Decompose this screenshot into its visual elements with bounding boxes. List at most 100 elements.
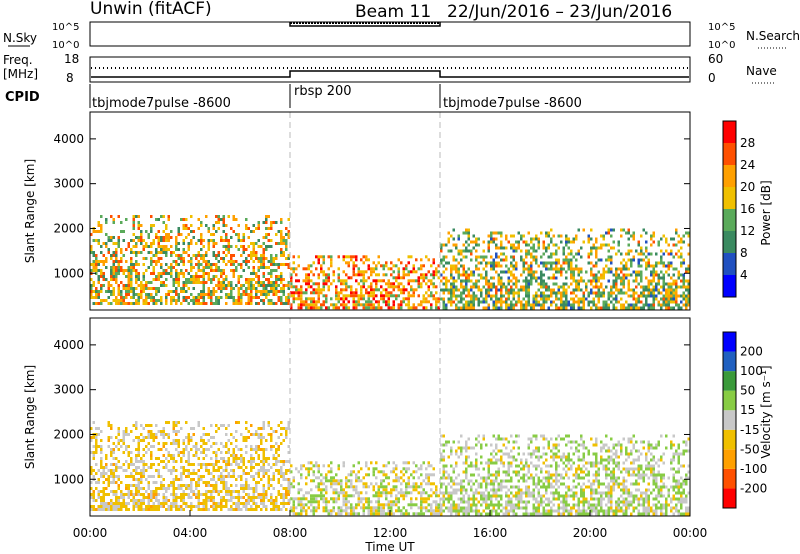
echo-cell — [382, 470, 385, 474]
echo-cell — [172, 466, 175, 469]
echo-cell — [100, 457, 103, 460]
echo-cell — [365, 306, 368, 310]
echo-cell — [470, 288, 473, 292]
echo-cell — [275, 430, 278, 433]
echo-cell — [545, 261, 548, 265]
echo-cell — [372, 303, 375, 307]
echo-cell — [680, 279, 683, 283]
echo-cell — [220, 287, 223, 290]
echo-cell — [525, 303, 528, 307]
echo-cell — [450, 506, 453, 510]
echo-cell — [667, 261, 670, 265]
echo-cell — [452, 237, 455, 241]
echo-cell — [255, 281, 258, 284]
echo-cell — [327, 279, 330, 283]
echo-cell — [227, 281, 230, 284]
echo-cell — [347, 294, 350, 298]
echo-cell — [345, 476, 348, 480]
echo-cell — [145, 478, 148, 481]
echo-cell — [455, 509, 458, 513]
echo-cell — [522, 240, 525, 244]
echo-cell — [415, 279, 418, 283]
echo-cell — [110, 502, 113, 505]
echo-cell — [95, 439, 98, 442]
echo-cell — [152, 475, 155, 478]
echo-cell — [440, 476, 443, 480]
echo-cell — [307, 461, 310, 465]
echo-cell — [590, 228, 593, 232]
echo-cell — [252, 493, 255, 496]
echo-cell — [180, 466, 183, 469]
echo-cell — [405, 264, 408, 268]
echo-cell — [285, 433, 288, 436]
echo-cell — [490, 240, 493, 244]
echo-cell — [295, 506, 298, 510]
echo-cell — [157, 260, 160, 263]
echo-cell — [627, 267, 630, 271]
echo-cell — [485, 288, 488, 292]
echo-cell — [202, 287, 205, 290]
echo-cell — [250, 466, 253, 469]
echo-cell — [257, 445, 260, 448]
echo-cell — [455, 464, 458, 468]
echo-cell — [462, 273, 465, 277]
echo-cell — [157, 487, 160, 490]
echo-cell — [225, 445, 228, 448]
echo-cell — [250, 284, 253, 287]
echo-cell — [237, 263, 240, 266]
echo-cell — [285, 233, 288, 236]
echo-cell — [557, 234, 560, 238]
echo-cell — [135, 502, 138, 505]
echo-cell — [277, 230, 280, 233]
echo-cell — [192, 463, 195, 466]
echo-cell — [412, 503, 415, 507]
echo-cell — [230, 227, 233, 230]
echo-cell — [652, 273, 655, 277]
echo-cell — [452, 503, 455, 507]
echo-cell — [682, 258, 685, 262]
echo-cell — [490, 261, 493, 265]
echo-cell — [370, 509, 373, 513]
echo-cell — [365, 300, 368, 304]
echo-cell — [607, 243, 610, 247]
echo-cell — [132, 293, 135, 296]
echo-cell — [582, 294, 585, 298]
echo-cell — [195, 445, 198, 448]
echo-cell — [477, 237, 480, 241]
echo-cell — [132, 251, 135, 254]
echo-cell — [95, 254, 98, 257]
echo-cell — [150, 475, 153, 478]
echo-cell — [212, 245, 215, 248]
echo-cell — [277, 505, 280, 508]
echo-cell — [197, 296, 200, 299]
echo-cell — [477, 500, 480, 504]
echo-cell — [137, 499, 140, 502]
echo-cell — [250, 475, 253, 478]
echo-cell — [525, 294, 528, 298]
echo-cell — [365, 500, 368, 504]
echo-cell — [202, 451, 205, 454]
echo-cell — [200, 296, 203, 299]
echo-cell — [572, 303, 575, 307]
echo-cell — [462, 255, 465, 259]
echo-cell — [497, 482, 500, 486]
echo-cell — [457, 270, 460, 274]
echo-cell — [115, 266, 118, 269]
echo-cell — [642, 306, 645, 310]
echo-cell — [235, 233, 238, 236]
echo-cell — [200, 239, 203, 242]
echo-cell — [267, 293, 270, 296]
echo-cell — [400, 494, 403, 498]
echo-cell — [172, 424, 175, 427]
echo-cell — [625, 291, 628, 295]
echo-cell — [132, 287, 135, 290]
echo-cell — [110, 293, 113, 296]
echo-cell — [667, 300, 670, 304]
echo-cell — [492, 264, 495, 268]
echo-cell — [95, 260, 98, 263]
echo-cell — [407, 300, 410, 304]
echo-cell — [375, 267, 378, 271]
echo-cell — [440, 482, 443, 486]
echo-cell — [222, 496, 225, 499]
echo-cell — [137, 439, 140, 442]
